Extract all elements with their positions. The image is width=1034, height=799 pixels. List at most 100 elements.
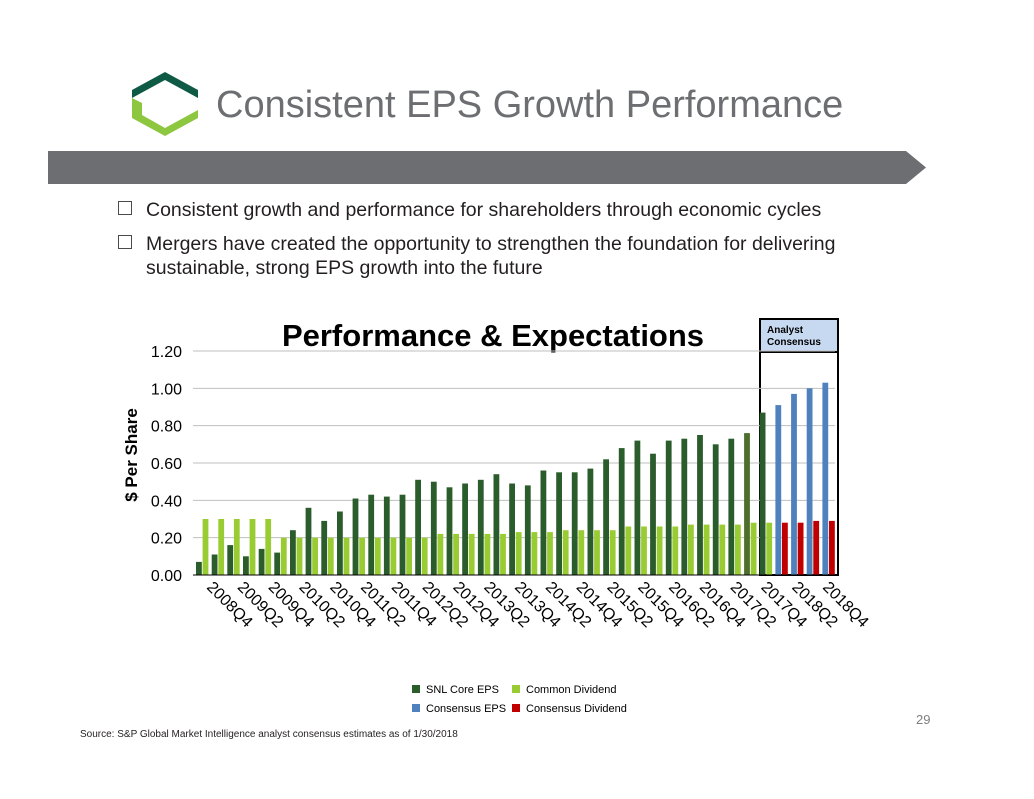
- legend-label: Consensus EPS: [426, 703, 506, 715]
- x-tick-labels: 2008Q42009Q22009Q42010Q22010Q42011Q22011…: [203, 579, 871, 631]
- bar-common-dividend: [406, 537, 412, 575]
- bar-snl-core-eps: [650, 453, 656, 575]
- bullet-list: Consistent growth and performance for sh…: [118, 198, 918, 290]
- legend-label: SNL Core EPS: [426, 684, 499, 696]
- bar-common-dividend: [672, 526, 679, 575]
- bar-common-dividend: [359, 537, 365, 575]
- bar-snl-core-eps: [540, 470, 547, 575]
- bar-common-dividend: [562, 530, 569, 575]
- bar-common-dividend: [202, 519, 209, 575]
- bar-consensus-dividend: [829, 520, 835, 575]
- bar-common-dividend: [265, 519, 272, 575]
- bar-snl-core-eps: [399, 494, 406, 575]
- bar-snl-core-eps: [227, 545, 234, 575]
- bar-snl-core-eps: [556, 472, 562, 575]
- bar-common-dividend: [688, 524, 694, 575]
- bar-common-dividend: [249, 519, 256, 575]
- bar-snl-core-eps: [603, 459, 609, 575]
- bar-common-dividend: [343, 537, 350, 575]
- bar-snl-core-eps: [618, 448, 625, 575]
- source-note: Source: S&P Global Market Intelligence a…: [80, 729, 458, 740]
- bar-consensus-eps: [791, 393, 797, 575]
- legend: SNL Core EPS Common Dividend Consensus EPS…: [412, 684, 627, 715]
- chart-title: Performance & Expectations: [282, 318, 704, 353]
- bar-snl-core-eps: [211, 554, 218, 575]
- bar-snl-core-eps: [509, 483, 515, 575]
- bar-common-dividend: [233, 519, 240, 575]
- bar-common-dividend: [312, 537, 318, 575]
- bar-snl-core-eps: [759, 412, 766, 575]
- bar-snl-core-eps: [274, 552, 281, 575]
- legend-swatch: [512, 685, 520, 693]
- bar-snl-core-eps: [728, 438, 735, 575]
- checkbox-bullet-icon: [118, 201, 132, 215]
- bar-common-dividend: [374, 537, 381, 575]
- bar-common-dividend: [327, 537, 334, 575]
- bar-common-dividend: [547, 532, 553, 575]
- bar-consensus-dividend: [782, 522, 788, 575]
- bullet-item: Mergers have created the opportunity to …: [118, 232, 918, 280]
- bar-common-dividend: [437, 533, 444, 575]
- y-tick-label: 0.60: [151, 456, 182, 473]
- bar-snl-core-eps: [368, 494, 375, 575]
- bar-common-dividend: [578, 530, 585, 575]
- bar-common-dividend: [735, 524, 741, 575]
- bar-common-dividend: [594, 530, 600, 575]
- bars: [193, 382, 835, 576]
- bar-snl-core-eps: [744, 433, 750, 575]
- bullet-text: Consistent growth and performance for sh…: [146, 199, 822, 221]
- bar-common-dividend: [750, 522, 757, 575]
- bar-snl-core-eps: [697, 435, 703, 575]
- bar-snl-core-eps: [290, 530, 296, 575]
- bar-common-dividend: [218, 519, 225, 575]
- bar-snl-core-eps: [430, 481, 437, 575]
- bar-common-dividend: [515, 532, 522, 575]
- bar-common-dividend: [296, 537, 303, 575]
- bar-common-dividend: [625, 526, 632, 575]
- bar-common-dividend: [421, 537, 428, 575]
- y-tick-label: 0.40: [151, 493, 182, 510]
- bar-common-dividend: [656, 526, 663, 575]
- y-axis-label: $ Per Share: [122, 408, 141, 502]
- bar-snl-core-eps: [665, 440, 672, 575]
- page-number: 29: [916, 712, 931, 727]
- bar-common-dividend: [468, 533, 475, 575]
- legend-swatch: [412, 685, 420, 693]
- bar-snl-core-eps: [383, 496, 390, 575]
- bar-snl-core-eps: [321, 520, 328, 575]
- bar-snl-core-eps: [446, 487, 453, 575]
- bar-snl-core-eps: [462, 483, 468, 575]
- bar-common-dividend: [641, 526, 647, 575]
- bar-snl-core-eps: [352, 498, 359, 575]
- bar-common-dividend: [766, 522, 773, 575]
- bar-snl-core-eps: [587, 468, 594, 575]
- bar-snl-core-eps: [493, 474, 500, 575]
- analyst-consensus-label: Analyst Consensus: [767, 325, 821, 348]
- logo-light-segment: [132, 98, 198, 136]
- analyst-consensus-box: Analyst Consensus: [759, 318, 839, 576]
- y-tick-label: 0.00: [151, 568, 182, 585]
- bar-consensus-dividend: [813, 520, 820, 575]
- bar-common-dividend: [484, 533, 491, 575]
- title-banner: [48, 151, 926, 184]
- bar-snl-core-eps: [415, 479, 421, 575]
- bar-consensus-dividend: [797, 522, 804, 575]
- bar-snl-core-eps: [571, 472, 578, 575]
- bullet-text: Mergers have created the opportunity to …: [146, 233, 836, 279]
- bar-common-dividend: [390, 537, 397, 575]
- bar-snl-core-eps: [524, 485, 531, 575]
- y-tick-label: 0.20: [151, 531, 182, 548]
- bar-snl-core-eps: [258, 548, 265, 575]
- bar-common-dividend: [500, 533, 506, 575]
- bullet-item: Consistent growth and performance for sh…: [118, 198, 918, 222]
- bar-common-dividend: [531, 532, 538, 575]
- bar-snl-core-eps: [681, 438, 688, 575]
- bar-snl-core-eps: [337, 511, 343, 575]
- bar-consensus-eps: [775, 405, 782, 575]
- bar-snl-core-eps: [243, 556, 249, 575]
- company-logo: [132, 72, 198, 136]
- page-title: Consistent EPS Growth Performance: [216, 84, 844, 126]
- legend-label: Consensus Dividend: [526, 703, 627, 715]
- y-tick-label: 0.80: [151, 419, 182, 436]
